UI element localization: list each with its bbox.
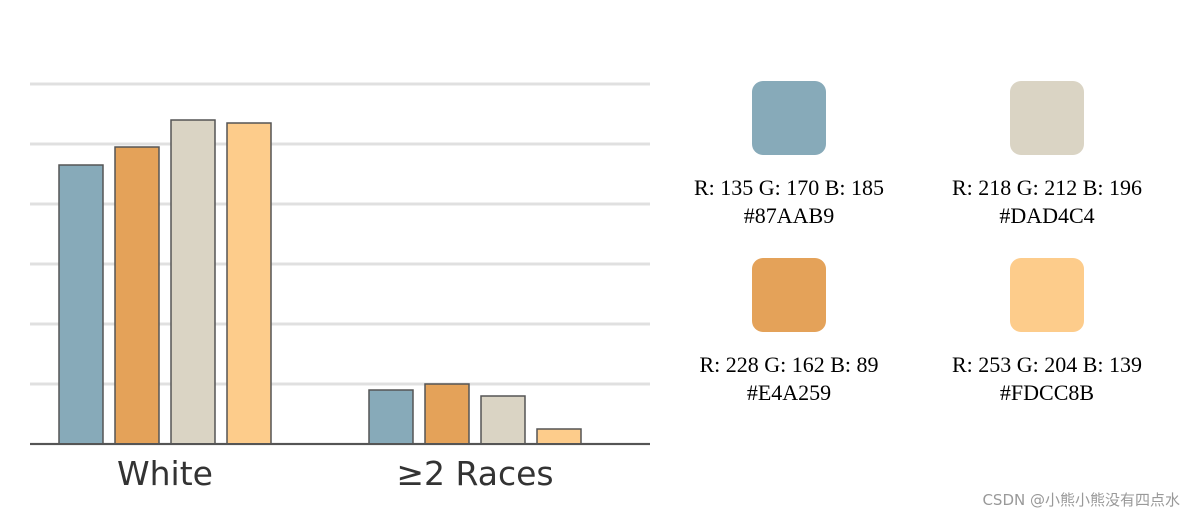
bar xyxy=(424,383,470,445)
bar xyxy=(58,164,104,445)
rgb-label: R: 253 G: 204 B: 139 xyxy=(952,352,1142,377)
hex-label: #DAD4C4 xyxy=(999,203,1094,228)
bar xyxy=(170,119,216,445)
bar xyxy=(536,428,582,445)
bar xyxy=(480,395,526,445)
rgb-label: R: 218 G: 212 B: 196 xyxy=(952,175,1142,200)
hex-label: #FDCC8B xyxy=(1000,380,1094,405)
bar xyxy=(226,122,272,445)
bar xyxy=(368,389,414,445)
color-swatch xyxy=(752,81,826,155)
color-swatch xyxy=(1010,81,1084,155)
color-swatch xyxy=(752,258,826,332)
watermark: CSDN @小熊小熊没有四点水 xyxy=(982,491,1180,509)
hex-label: #E4A259 xyxy=(747,380,831,405)
rgb-label: R: 135 G: 170 B: 185 xyxy=(694,175,884,200)
x-tick-label: White xyxy=(117,454,213,493)
color-swatch xyxy=(1010,258,1084,332)
hex-label: #87AAB9 xyxy=(744,203,834,228)
x-tick-label: ≥2 Races xyxy=(396,454,553,493)
bar xyxy=(114,146,160,445)
rgb-label: R: 228 G: 162 B: 89 xyxy=(699,352,878,377)
